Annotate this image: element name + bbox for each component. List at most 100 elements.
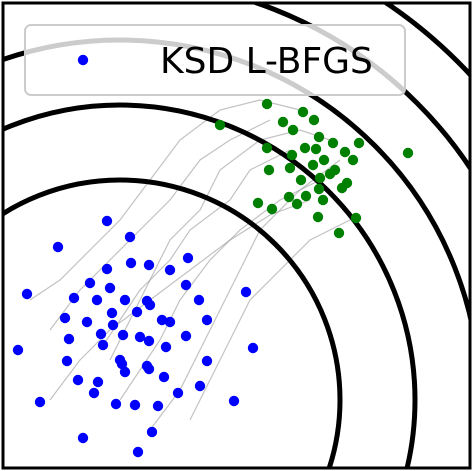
point [110,398,122,410]
point [158,371,170,383]
point [287,124,299,136]
contour [3,37,470,328]
point [180,330,192,342]
point [68,292,80,304]
trajectory [49,199,311,401]
trajectory [109,129,331,361]
point [61,355,73,367]
point [261,98,273,110]
point [312,211,324,223]
point [252,197,264,209]
points [12,98,414,458]
point [124,231,136,243]
point [172,387,184,399]
point [134,331,146,343]
point [92,376,104,388]
point [201,355,213,367]
point [182,252,194,264]
point [228,395,240,407]
point [214,119,226,131]
point [101,215,113,227]
contour [3,102,418,468]
point [144,299,156,311]
point [81,316,93,328]
point [402,147,414,159]
point [283,191,295,203]
point [295,174,307,186]
point [261,142,273,154]
point [201,314,213,326]
point [277,116,289,128]
point [143,363,155,375]
legend-box [24,24,406,96]
point [119,366,131,378]
point [333,227,345,239]
point [160,341,172,353]
point [299,142,311,154]
point [291,198,303,210]
point [119,294,131,306]
point [77,432,89,444]
point [72,374,84,386]
point [104,282,116,294]
point [164,264,176,276]
point [284,162,296,174]
point [164,316,176,328]
point [317,194,329,206]
point [180,279,192,291]
point [91,294,103,306]
trajectory [189,219,351,421]
point [117,329,129,341]
point [327,137,339,149]
point [310,143,322,155]
point [324,168,336,180]
legend-label: KSD L-BFGS [160,41,373,82]
point [106,307,118,319]
point [318,154,330,166]
trajectory [99,149,291,351]
point [313,183,325,195]
trajectory [49,119,271,331]
point [194,380,206,392]
point [297,106,309,118]
point [84,277,96,289]
point [131,306,143,318]
legend: KSD L-BFGS [24,24,406,96]
point [21,288,33,300]
point [308,114,320,126]
point [88,387,100,399]
point [286,149,298,161]
point [156,314,168,326]
point [350,212,362,224]
point [101,263,113,275]
point [313,131,325,143]
point [146,426,158,438]
point [59,312,71,324]
point [95,328,107,340]
point [247,342,259,354]
point [107,319,119,331]
point [353,137,365,149]
point [266,203,278,215]
point [12,344,24,356]
point [143,259,155,271]
contour [3,177,343,468]
point [63,333,75,345]
point [263,164,275,176]
point [339,146,351,158]
point [143,335,155,347]
point [336,182,348,194]
point [314,172,326,184]
point [97,339,109,351]
point [34,396,46,408]
point [52,241,64,253]
point [240,286,252,298]
point [116,358,128,370]
point [129,399,141,411]
point [307,159,319,171]
legend-marker [77,54,89,66]
point [152,400,164,412]
point [125,257,137,269]
point [300,190,312,202]
